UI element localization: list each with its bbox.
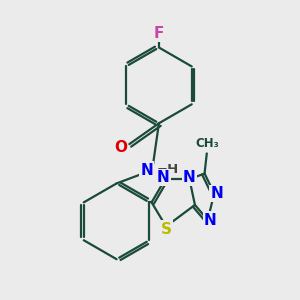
Text: −H: −H [157, 163, 179, 176]
Text: CH₃: CH₃ [195, 137, 219, 150]
Text: O: O [114, 140, 127, 155]
Text: N: N [211, 186, 223, 201]
Text: N: N [204, 212, 217, 227]
Text: N: N [157, 170, 170, 185]
Text: F: F [154, 26, 164, 41]
Text: N: N [183, 169, 196, 184]
Text: S: S [160, 222, 172, 237]
Text: N: N [140, 163, 153, 178]
